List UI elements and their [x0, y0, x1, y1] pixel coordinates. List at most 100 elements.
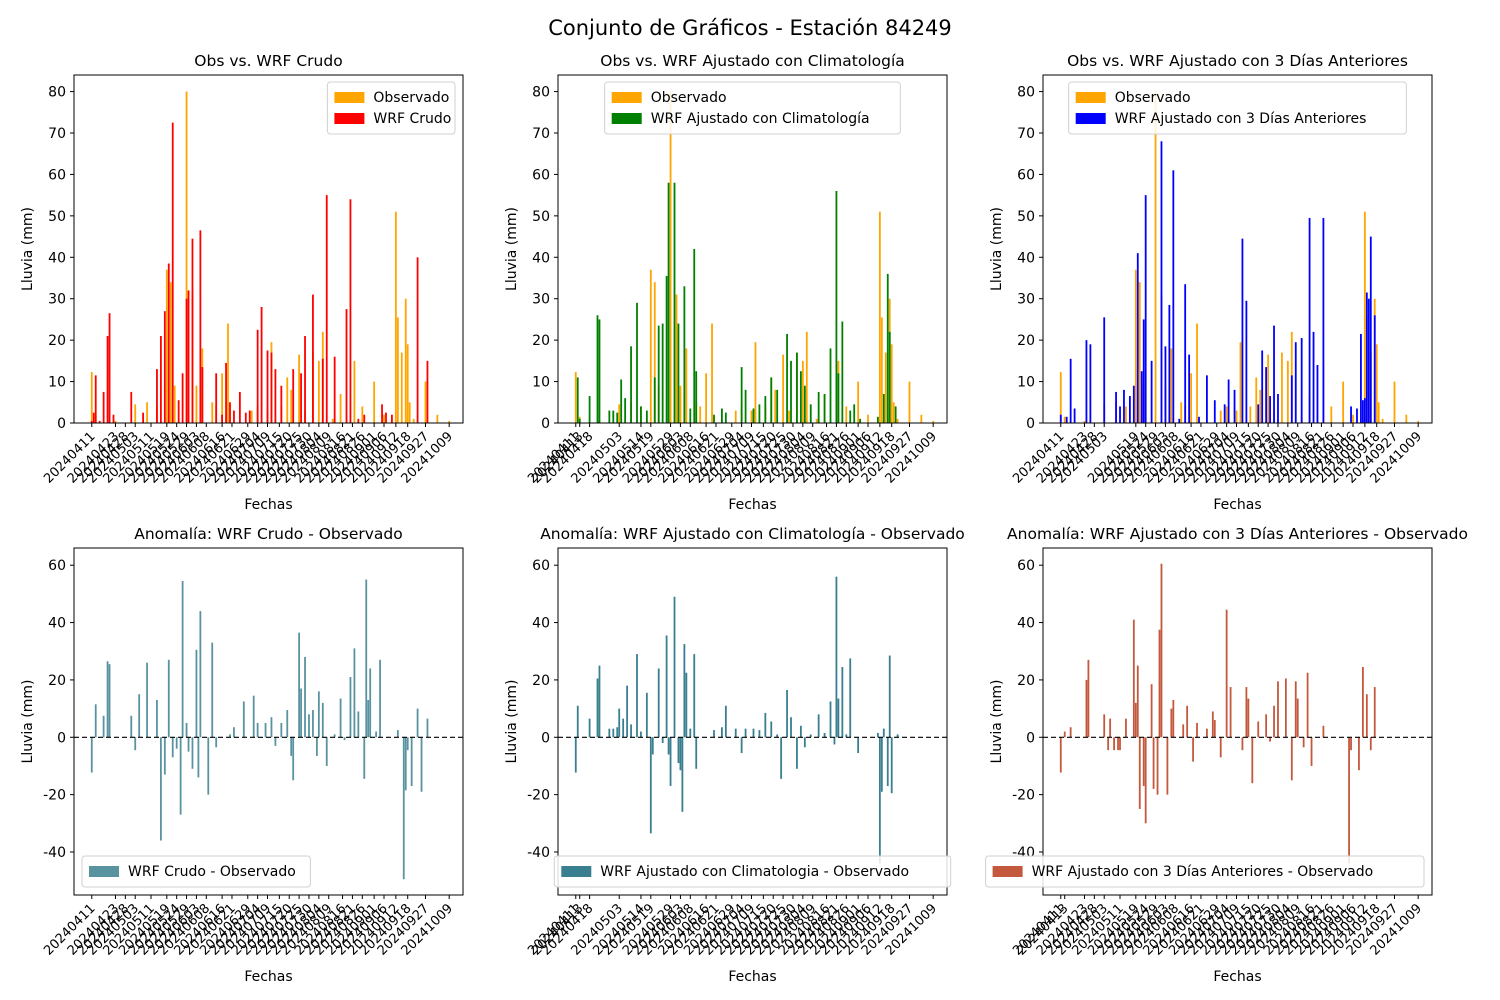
bar [1363, 398, 1366, 423]
bar [626, 685, 629, 738]
bar [1142, 737, 1145, 787]
bar [1059, 372, 1062, 423]
bar [1281, 352, 1283, 423]
bar [169, 282, 172, 423]
bar [1310, 737, 1313, 766]
bar [1190, 373, 1192, 423]
bar [894, 406, 897, 423]
bar [175, 737, 178, 749]
y-axis-label: Lluvia (mm) [989, 207, 1005, 291]
bar [94, 375, 97, 423]
bar [876, 416, 879, 423]
bar [215, 373, 218, 423]
bar [624, 398, 627, 423]
y-tick-label: 80 [532, 85, 550, 101]
bar [298, 354, 301, 423]
bar [809, 404, 812, 423]
bar [896, 734, 899, 738]
bar [640, 731, 642, 738]
bar [1265, 367, 1268, 423]
y-tick-label: 60 [48, 558, 66, 574]
bar [711, 323, 713, 423]
x-axis-label: Fechas [728, 497, 776, 513]
bar [630, 724, 632, 738]
bar [373, 381, 376, 423]
bar [1358, 737, 1360, 771]
bar [1188, 354, 1191, 423]
bar [300, 688, 302, 738]
bar [677, 737, 680, 764]
bar [598, 665, 601, 738]
bar [339, 698, 342, 738]
bar [106, 661, 109, 738]
bar [809, 734, 812, 738]
bar [171, 737, 174, 758]
chart-title: Obs vs. WRF Ajustado con Climatología [600, 52, 905, 70]
bar [878, 737, 881, 864]
bar [1107, 737, 1110, 751]
bar [721, 727, 723, 738]
bar [618, 708, 621, 738]
bar [404, 737, 407, 791]
bar [1142, 319, 1145, 423]
bar [304, 336, 306, 423]
bar [108, 313, 111, 423]
bar [815, 418, 818, 423]
bar [1198, 416, 1200, 423]
bar [102, 391, 105, 423]
bar [1180, 402, 1183, 423]
bar [1225, 609, 1228, 738]
bar [333, 356, 336, 423]
bar [1085, 340, 1088, 423]
y-tick-label: 30 [1017, 292, 1035, 308]
y-tick-label: 0 [1026, 416, 1035, 432]
legend-swatch [334, 113, 365, 124]
y-tick-label: 60 [532, 167, 550, 183]
bar [1059, 414, 1062, 423]
bar [181, 373, 184, 423]
bar [290, 737, 293, 756]
bar [1367, 298, 1370, 423]
bar [317, 360, 320, 423]
y-tick-label: -40 [43, 845, 66, 861]
bar [1290, 737, 1293, 781]
bar [853, 404, 856, 423]
bar [1316, 365, 1319, 423]
bar [878, 211, 881, 423]
bar [1350, 406, 1352, 423]
chart-title: Anomalía: WRF Ajustado con 3 Días Anteri… [1007, 525, 1468, 543]
bar [740, 737, 743, 754]
legend-swatch [611, 92, 642, 103]
bar [406, 344, 409, 423]
bar [1158, 629, 1161, 738]
bar [1069, 358, 1072, 423]
y-axis-label: Lluvia (mm) [504, 680, 520, 764]
bar [1109, 718, 1112, 738]
y-tick-label: 40 [48, 616, 66, 632]
y-tick-label: -40 [527, 845, 550, 861]
bar [677, 323, 680, 423]
bar [325, 737, 328, 766]
bar [369, 668, 372, 738]
bar [1172, 699, 1175, 738]
bar [1377, 402, 1380, 423]
bar [383, 414, 385, 423]
bar [857, 737, 860, 754]
x-axis-label: Fechas [1213, 969, 1261, 985]
bar [416, 708, 419, 738]
bar [408, 402, 411, 423]
bar [1150, 684, 1153, 738]
bar [788, 410, 790, 423]
bar [1245, 687, 1248, 738]
bar [857, 381, 860, 423]
bar [817, 714, 820, 738]
bar [1269, 737, 1271, 742]
y-tick-label: 40 [532, 250, 550, 266]
bar [612, 728, 615, 738]
bar [1257, 721, 1260, 738]
bar [908, 381, 911, 423]
bar [608, 728, 611, 738]
bar [1312, 331, 1315, 423]
bar [1132, 619, 1135, 738]
bar [1360, 333, 1362, 423]
